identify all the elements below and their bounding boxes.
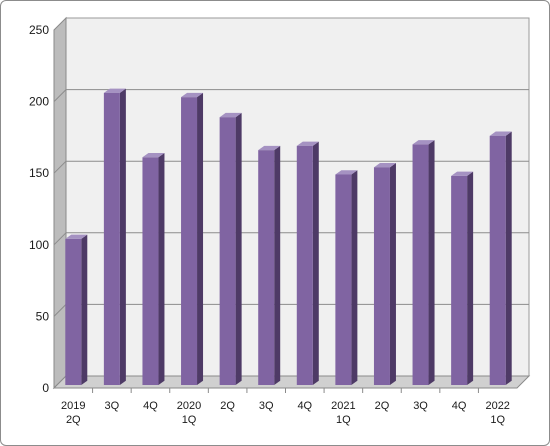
bar-front bbox=[142, 157, 159, 385]
x-tick-label: 2021 1Q bbox=[331, 400, 355, 426]
y-tick-label: 150 bbox=[29, 166, 49, 180]
bar bbox=[412, 140, 435, 385]
x-tick-label: 3Q bbox=[105, 400, 120, 412]
bar-side bbox=[467, 171, 474, 385]
y-tick-label: 50 bbox=[36, 309, 50, 323]
bar-top bbox=[373, 163, 396, 168]
bar-front bbox=[489, 135, 506, 385]
bar-front bbox=[373, 167, 390, 385]
bar-top bbox=[65, 234, 88, 239]
bar-side bbox=[158, 153, 165, 385]
x-tick-line: 1Q bbox=[490, 414, 505, 426]
gridline-side bbox=[53, 89, 67, 102]
bar-front bbox=[451, 175, 468, 385]
bar-front bbox=[219, 117, 236, 385]
x-tick-label: 3Q bbox=[259, 400, 274, 412]
bar-side bbox=[119, 88, 126, 385]
x-tick-line: 2022 bbox=[485, 400, 509, 412]
bar-front bbox=[181, 97, 198, 385]
bar bbox=[335, 170, 358, 385]
bar-top bbox=[258, 145, 281, 151]
x-tick-label: 2020 1Q bbox=[177, 400, 201, 426]
y-tick-label: 200 bbox=[29, 95, 49, 109]
y-axis-ticks: 0 50 100 150 200 250 bbox=[29, 23, 49, 395]
x-tick-label: 2Q bbox=[375, 400, 390, 412]
x-tick-line: 4Q bbox=[297, 400, 312, 412]
bar-front bbox=[412, 144, 429, 385]
x-tick-line: 2020 bbox=[177, 400, 201, 412]
bar-top bbox=[412, 140, 435, 145]
bar-front bbox=[103, 92, 120, 385]
bar-top bbox=[489, 131, 512, 136]
side-wall bbox=[53, 16, 67, 390]
x-tick-line: 3Q bbox=[413, 400, 428, 412]
gridline-side bbox=[53, 160, 67, 174]
bar-top bbox=[142, 153, 165, 158]
x-tick-line: 1Q bbox=[336, 414, 351, 426]
x-tick-line: 2021 bbox=[331, 400, 355, 412]
bar-top bbox=[451, 171, 474, 176]
bar-side bbox=[197, 92, 204, 385]
bar-side bbox=[274, 145, 281, 385]
bar bbox=[296, 141, 319, 385]
bar-side bbox=[351, 170, 358, 385]
bar-side bbox=[389, 163, 396, 385]
x-tick-label: 4Q bbox=[452, 400, 467, 412]
x-tick-line: 2Q bbox=[66, 414, 81, 426]
bar bbox=[258, 145, 281, 385]
bar-top bbox=[219, 112, 242, 118]
bar-top bbox=[181, 92, 204, 98]
gridline-side bbox=[53, 232, 67, 246]
x-tick-label: 4Q bbox=[297, 400, 312, 412]
bar-front bbox=[258, 150, 275, 385]
bar-front bbox=[335, 174, 352, 385]
bar bbox=[65, 234, 88, 385]
bar bbox=[373, 163, 396, 385]
x-tick-line: 2019 bbox=[61, 400, 85, 412]
bar-side bbox=[235, 112, 242, 385]
x-tick-line: 3Q bbox=[105, 400, 120, 412]
bar-side bbox=[312, 141, 319, 385]
x-axis-ticks: 2019 2Q 3Q 4Q 2020 1Q 2Q 3Q 4Q 2021 1Q 2Q 3Q 4Q 2022 1Q bbox=[61, 388, 510, 426]
x-tick-line: 1Q bbox=[182, 414, 197, 426]
bar bbox=[489, 131, 512, 385]
bar-side bbox=[428, 140, 435, 385]
bar-top bbox=[103, 88, 126, 93]
x-tick-line: 2Q bbox=[375, 400, 390, 412]
bar bbox=[181, 92, 204, 385]
bar-top bbox=[335, 170, 358, 175]
x-tick-line: 3Q bbox=[259, 400, 274, 412]
y-tick-label: 250 bbox=[29, 23, 49, 37]
y-tick-label: 0 bbox=[42, 381, 49, 395]
y-tick-label: 100 bbox=[29, 238, 49, 252]
x-tick-line: 4Q bbox=[452, 400, 467, 412]
bar-top bbox=[296, 141, 319, 146]
bar bbox=[142, 153, 165, 385]
x-tick-line: 2Q bbox=[220, 400, 235, 412]
x-tick-label: 3Q bbox=[413, 400, 428, 412]
bar bbox=[219, 112, 242, 385]
bars bbox=[65, 88, 512, 385]
bar-front bbox=[65, 238, 82, 385]
x-tick-line: 4Q bbox=[143, 400, 158, 412]
x-tick-label: 2Q bbox=[220, 400, 235, 412]
bar bbox=[451, 171, 474, 385]
bar-side bbox=[81, 234, 88, 385]
x-tick-label: 2022 1Q bbox=[485, 400, 509, 426]
bar-front bbox=[296, 145, 313, 385]
bar bbox=[103, 88, 126, 385]
gridline-side bbox=[53, 304, 67, 317]
x-tick-label: 4Q bbox=[143, 400, 158, 412]
x-tick-label: 2019 2Q bbox=[61, 400, 85, 426]
bar-side bbox=[505, 131, 512, 385]
